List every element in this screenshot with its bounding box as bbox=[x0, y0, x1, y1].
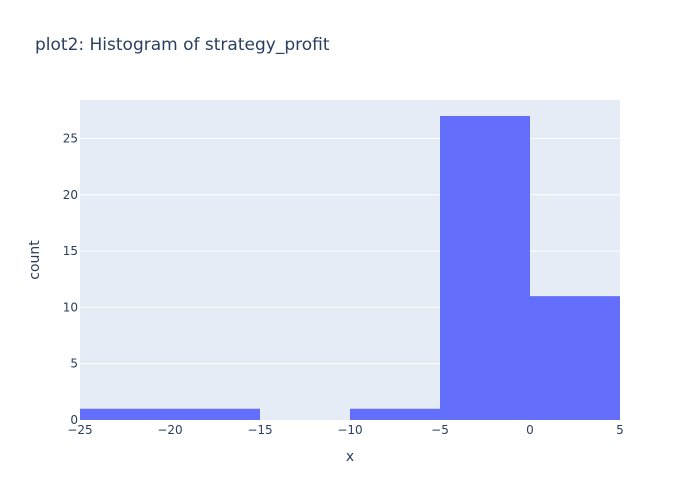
y-tick-label: 0 bbox=[70, 413, 78, 427]
x-tick-label: −25 bbox=[67, 423, 92, 437]
x-axis-ticks: −25 −20 −15 −10 −5 0 5 bbox=[67, 423, 623, 437]
x-tick-label: 5 bbox=[616, 423, 624, 437]
x-axis-title: x bbox=[346, 449, 354, 465]
histogram-bar-2 bbox=[350, 408, 440, 420]
histogram-bar-4 bbox=[530, 296, 620, 420]
y-tick-label: 25 bbox=[63, 132, 78, 146]
y-tick-label: 15 bbox=[63, 244, 78, 258]
x-tick-label: −20 bbox=[157, 423, 182, 437]
histogram-bar-0 bbox=[80, 408, 260, 420]
x-tick-label: −10 bbox=[337, 423, 362, 437]
x-tick-label: 0 bbox=[526, 423, 534, 437]
chart-title: plot2: Histogram of strategy_profit bbox=[35, 35, 330, 55]
y-tick-label: 5 bbox=[70, 357, 78, 371]
x-tick-label: −5 bbox=[431, 423, 449, 437]
histogram-bars bbox=[80, 115, 620, 420]
x-tick-label: −15 bbox=[247, 423, 272, 437]
y-axis-title: count bbox=[27, 240, 43, 280]
histogram-bar-3 bbox=[440, 115, 530, 420]
y-axis-ticks: 0 5 10 15 20 25 bbox=[63, 132, 78, 427]
y-tick-label: 10 bbox=[63, 300, 78, 314]
y-tick-label: 20 bbox=[63, 188, 78, 202]
